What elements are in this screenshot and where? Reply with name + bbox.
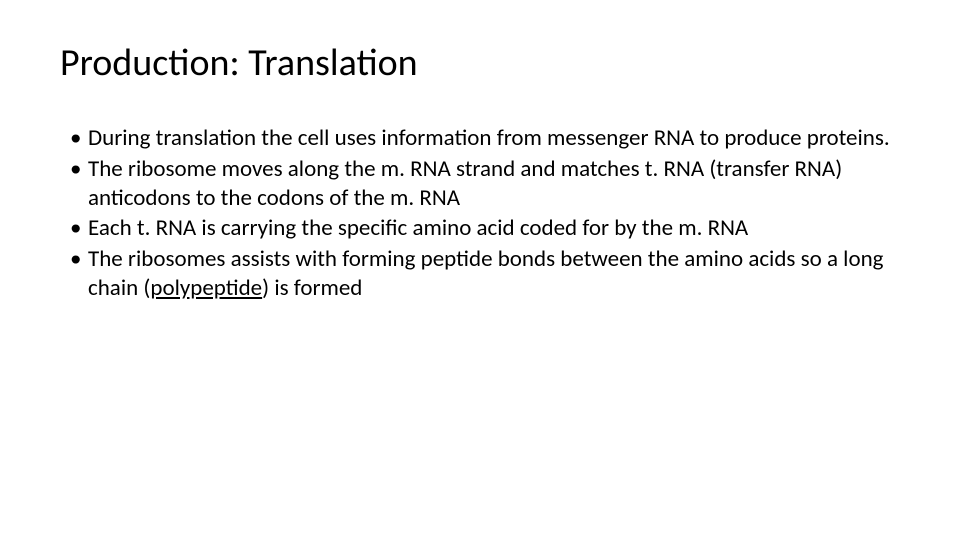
bullet-item: The ribosomes assists with forming pepti…: [70, 245, 900, 303]
bullet-text-post: ) is formed: [262, 274, 362, 302]
bullet-item: Each t. RNA is carrying the specific ami…: [70, 214, 900, 243]
bullet-text: The ribosome moves along the m. RNA stra…: [88, 155, 842, 212]
slide-container: Production: Translation During translati…: [0, 0, 960, 540]
bullet-text-underlined: polypeptide: [150, 274, 262, 302]
bullet-text: During translation the cell uses informa…: [88, 124, 890, 152]
slide-title: Production: Translation: [60, 40, 900, 86]
bullet-item: The ribosome moves along the m. RNA stra…: [70, 155, 900, 213]
bullet-list: During translation the cell uses informa…: [60, 124, 900, 303]
bullet-text: Each t. RNA is carrying the specific ami…: [88, 214, 748, 242]
bullet-item: During translation the cell uses informa…: [70, 124, 900, 153]
